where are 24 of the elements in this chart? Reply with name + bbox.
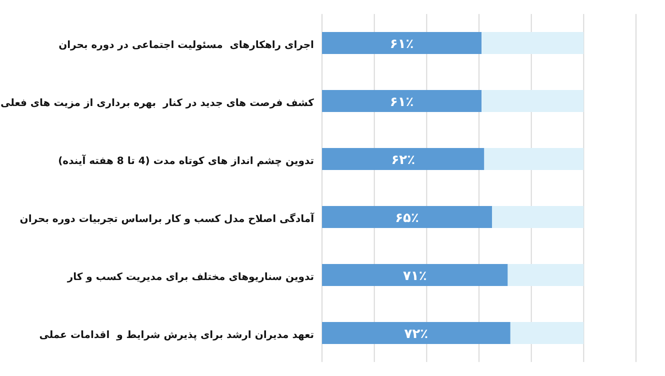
data-label: ۷۱٪ <box>402 269 427 284</box>
bar <box>322 90 482 112</box>
bar <box>482 32 584 54</box>
data-label: ۶۱٪ <box>390 37 414 52</box>
bar <box>484 148 584 170</box>
y-tick-label: آمادگی اصلاح مدل کسب و کار براساس تجربیات دوره بحران <box>20 212 315 225</box>
data-label: ۷۲٪ <box>404 327 428 342</box>
y-tick-label: تدوین سناریوهای مختلف برای مدیریت کسب و کار <box>66 272 314 283</box>
data-label: ۶۲٪ <box>391 153 416 168</box>
bar <box>322 264 508 286</box>
data-label: ۶۵٪ <box>395 211 420 226</box>
data-label: ۶۱٪ <box>390 95 414 110</box>
y-tick-label: اجرای راهکارهای مسئولیت اجتماعی در دوره بحران <box>58 40 314 51</box>
bar <box>322 148 484 170</box>
bar <box>510 322 584 344</box>
bar <box>322 32 482 54</box>
y-tick-label: تعهد مدیران ارشد برای پذیرش شرایط و اقدامات عملی <box>39 330 314 341</box>
y-tick-label: کشف فرصت های جدید در کنار بهره برداری از مزیت های فعلی <box>0 98 314 109</box>
bar <box>508 264 584 286</box>
y-tick-label: تدوین چشم انداز های کوتاه مدت (4 تا 8 هفته آینده) <box>58 154 314 167</box>
bar <box>322 322 510 344</box>
bar <box>322 206 492 228</box>
bar <box>482 90 584 112</box>
bar <box>492 206 584 228</box>
